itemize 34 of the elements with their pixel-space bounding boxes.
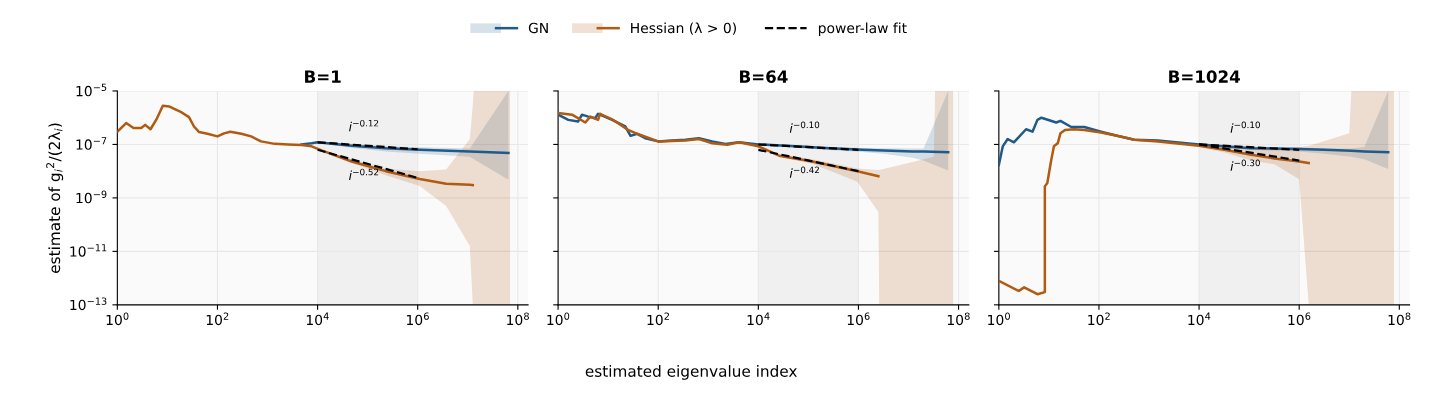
x-tick-label: 10$^{6}$ [407, 312, 429, 326]
y-tick-label: 10$^{−5}$ [76, 83, 107, 97]
y-tick-label: 10$^{−7}$ [76, 137, 107, 150]
x-tick-label: 10$^{4}$ [306, 312, 329, 326]
y-tick-label: 10$^{−9}$ [76, 190, 107, 204]
x-tick-label: 10$^{2}$ [206, 312, 229, 326]
annotation: i$^{−0.52}$ [349, 168, 379, 180]
x-tick-label: 10$^{4}$ [1188, 312, 1211, 326]
x-tick-label: 10$^{6}$ [1288, 312, 1311, 326]
x-tick-label: 10$^{2}$ [1088, 312, 1110, 326]
legend-label: GN [528, 22, 548, 34]
chart-title: B=1 [305, 70, 341, 83]
y-tick-label: 10$^{−11}$ [70, 244, 107, 257]
legend-label: Hessian (λ > 0) [631, 22, 736, 35]
y-tick-label: 10$^{−13}$ [70, 297, 107, 311]
x-tick-label: 10$^{0}$ [106, 312, 129, 326]
chart-title: B=1024 [1169, 70, 1240, 83]
x-tick-label: 10$^{8}$ [947, 312, 970, 326]
chart-title: B=64 [740, 70, 788, 83]
annotation: i$^{−0.10}$ [789, 121, 820, 133]
annotation: i$^{−0.30}$ [1230, 159, 1260, 171]
x-tick-label: 10$^{8}$ [507, 312, 529, 326]
x-tick-label: 10$^{0}$ [547, 312, 570, 326]
x-tick-label: 10$^{8}$ [1388, 312, 1411, 326]
x-tick-label: 10$^{0}$ [988, 312, 1010, 326]
x-axis-title: estimated eigenvalue index [585, 365, 797, 380]
x-tick-label: 10$^{2}$ [647, 312, 670, 326]
y-axis-title: estimate of g$_{i}$$^{2}$/(2λ$_{i}$) [46, 123, 64, 273]
annotation: i$^{−0.10}$ [1230, 121, 1260, 133]
x-tick-label: 10$^{6}$ [847, 312, 870, 326]
annotation: i$^{−0.42}$ [789, 166, 819, 178]
x-tick-label: 10$^{4}$ [747, 312, 770, 326]
annotation: i$^{−0.12}$ [349, 119, 379, 132]
legend-label: power-law fit [818, 22, 907, 36]
